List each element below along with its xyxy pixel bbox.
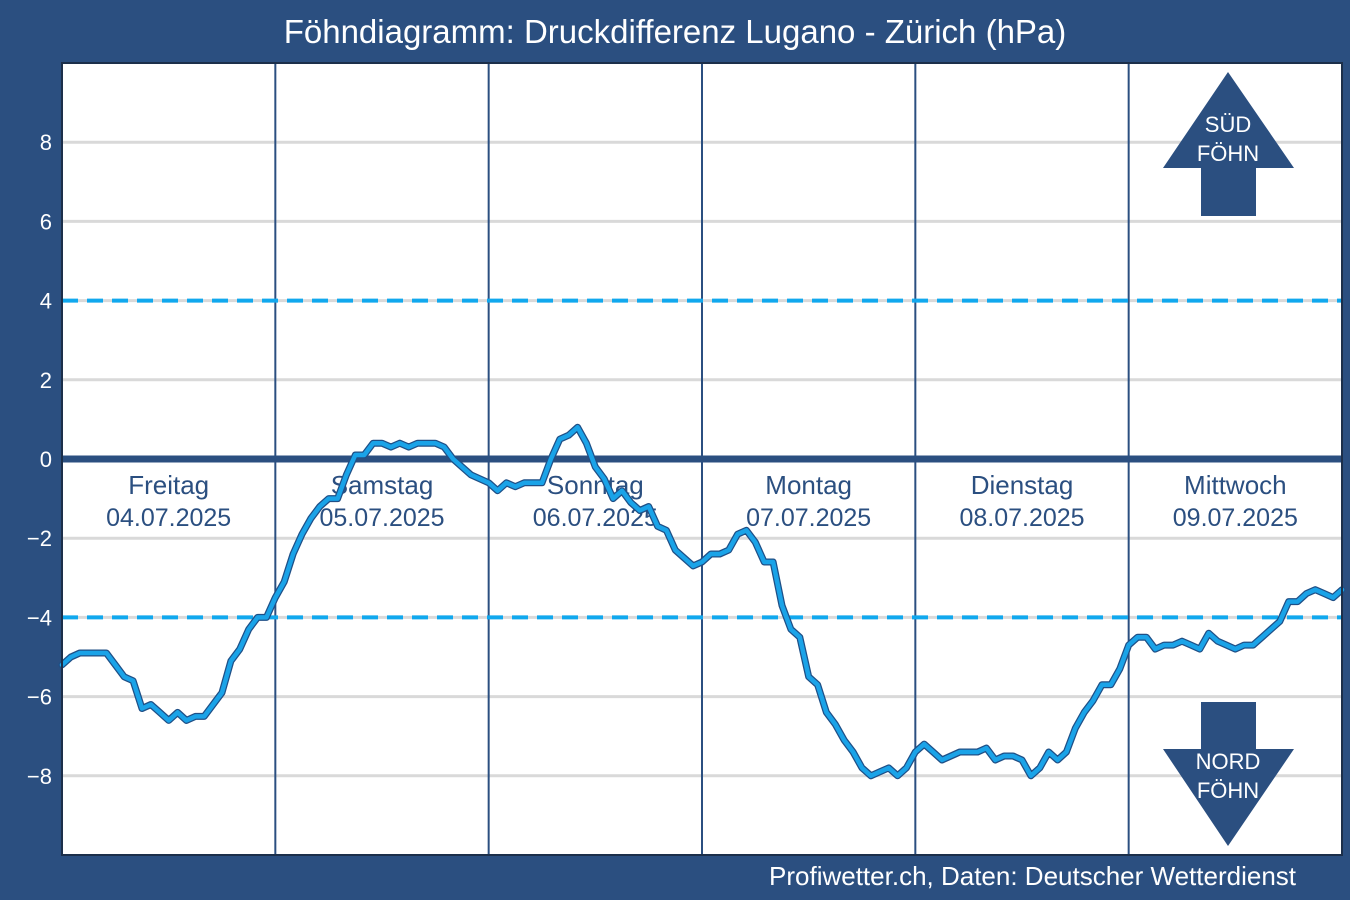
arrow-up-icon bbox=[1163, 72, 1294, 216]
y-tick-label: 8 bbox=[40, 130, 52, 155]
day-date-label: 04.07.2025 bbox=[106, 504, 231, 532]
series-line bbox=[59, 425, 1345, 779]
y-tick-labels: 8 6 4 2 0 −2 −4 −6 −8 bbox=[27, 130, 52, 789]
y-tick-label: −6 bbox=[27, 685, 52, 710]
threshold-lines bbox=[62, 298, 1342, 620]
y-tick-label: 4 bbox=[40, 289, 52, 314]
y-tick-label: 2 bbox=[40, 368, 52, 393]
day-date-label: 09.07.2025 bbox=[1173, 504, 1298, 532]
plot-border bbox=[61, 62, 1343, 856]
day-name-label: Freitag bbox=[128, 470, 209, 500]
day-name-label: Montag bbox=[765, 470, 852, 500]
south-label-line2: FÖHN bbox=[1197, 141, 1259, 166]
data-credit: Profiwetter.ch, Daten: Deutscher Wetterd… bbox=[769, 861, 1296, 891]
south-label-line1: SÜD bbox=[1205, 112, 1251, 137]
day-date-label: 07.07.2025 bbox=[746, 504, 871, 532]
y-tick-label: −2 bbox=[27, 526, 52, 551]
y-tick-label: −8 bbox=[27, 764, 52, 789]
chart-title: Föhndiagramm: Druckdifferenz Lugano - Zü… bbox=[283, 13, 1067, 50]
y-tick-label: 0 bbox=[40, 447, 52, 472]
day-date-label: 05.07.2025 bbox=[319, 504, 444, 532]
north-label-line2: FÖHN bbox=[1197, 778, 1259, 803]
north-label-line1: NORD bbox=[1196, 749, 1261, 774]
north-foehn-indicator: NORD FÖHN bbox=[1163, 702, 1294, 846]
y-tick-label: −4 bbox=[27, 605, 52, 630]
south-foehn-indicator: SÜD FÖHN bbox=[1163, 72, 1294, 216]
day-labels: Freitag04.07.2025Samstag05.07.2025Sonnta… bbox=[106, 470, 1298, 532]
day-name-label: Dienstag bbox=[971, 470, 1074, 500]
day-date-label: 08.07.2025 bbox=[959, 504, 1084, 532]
arrow-down-icon bbox=[1163, 702, 1294, 846]
y-tick-label: 6 bbox=[40, 209, 52, 234]
day-name-label: Mittwoch bbox=[1184, 470, 1287, 500]
series-layer bbox=[58, 423, 1346, 780]
